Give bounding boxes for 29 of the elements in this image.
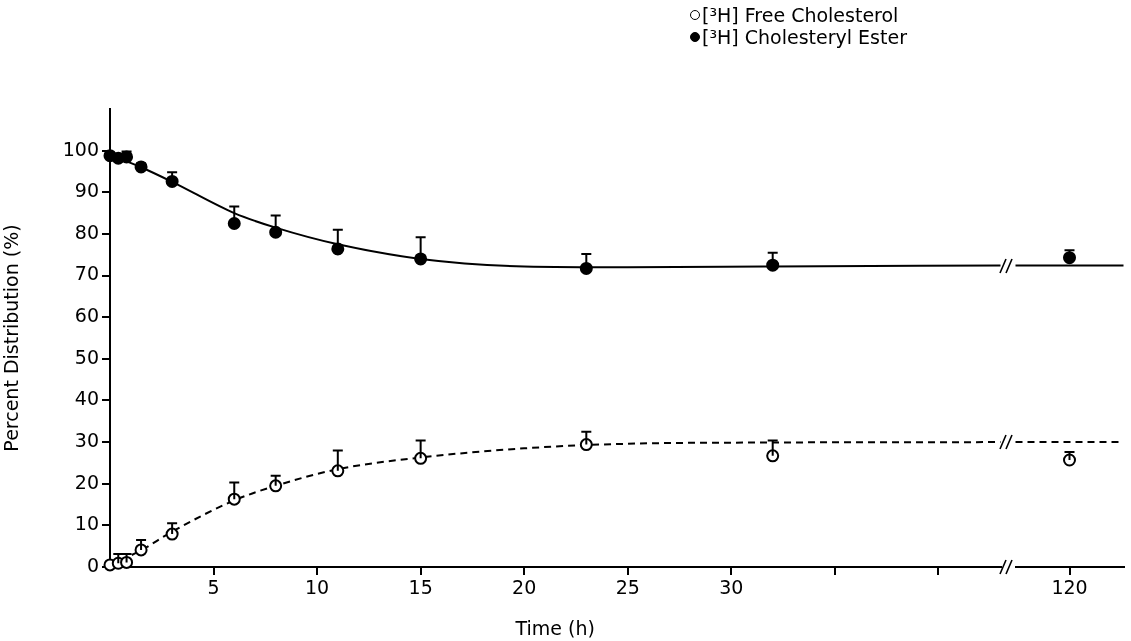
- y-tick-label: 90: [74, 179, 99, 202]
- y-tick-label: 20: [74, 470, 99, 493]
- y-tick-label: 0: [86, 553, 99, 576]
- x-tick-label: 10: [305, 576, 330, 599]
- x-axis-title: Time (h): [514, 616, 595, 639]
- y-tick-label: 40: [74, 387, 99, 410]
- legend-label: [³H] Free Cholesterol: [702, 4, 899, 26]
- y-tick-label: 60: [74, 304, 99, 327]
- x-tick-label: 15: [408, 576, 433, 599]
- y-tick-label: 100: [62, 137, 99, 160]
- x-tick-label: 120: [1051, 576, 1088, 599]
- point: [227, 217, 241, 230]
- x-tick-label: 25: [615, 576, 640, 599]
- y-tick-label: 10: [74, 512, 99, 535]
- x-tick-label: 30: [719, 576, 744, 599]
- point: [269, 225, 283, 239]
- point: [414, 252, 428, 266]
- y-tick-label: 30: [74, 429, 99, 452]
- point: [579, 261, 593, 275]
- x-tick-label: 20: [512, 576, 537, 599]
- y-tick-label: 50: [74, 345, 99, 368]
- point: [120, 150, 134, 164]
- legend-label: [³H] Cholesteryl Ester: [702, 26, 907, 48]
- x-tick-label: 5: [207, 576, 220, 599]
- y-tick-label: 70: [74, 262, 99, 285]
- y-tick-label: 80: [74, 220, 99, 243]
- y-axis-title: Percent Distribution (%): [0, 224, 23, 452]
- point: [165, 174, 179, 188]
- point: [766, 258, 780, 272]
